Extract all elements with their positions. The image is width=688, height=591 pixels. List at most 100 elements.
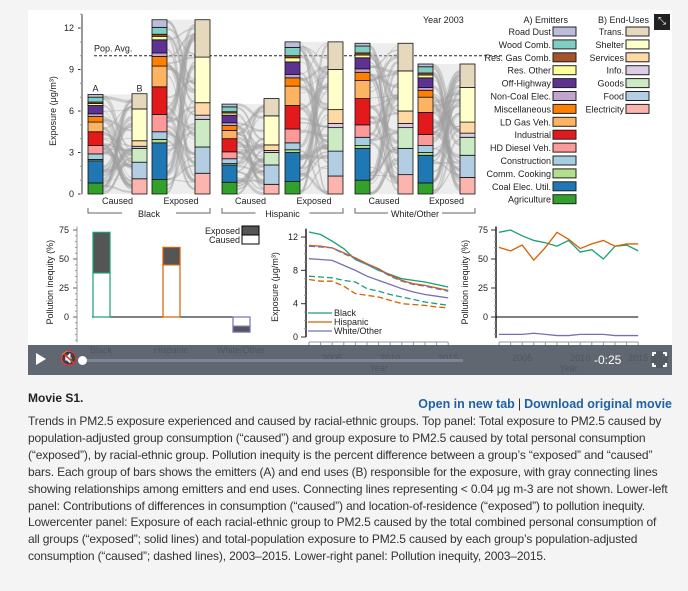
emitter-legend-swatch [552,65,577,76]
connector-line [102,148,133,187]
emitter-legend-label: Construction [500,156,551,166]
connector-line [299,85,329,111]
connector-line [236,122,265,132]
mute-icon[interactable]: 🔇 [60,350,78,366]
connector-line [432,79,461,182]
inequity-line [498,229,639,260]
enduse-segment [459,87,476,123]
exposed-line [308,231,449,288]
y-axis-label: Pollution inequity (%) [45,240,55,325]
connector-line [369,115,399,134]
connector-line [166,34,196,109]
connector-line [299,125,329,181]
emitter-legend-label: Industrial [514,130,551,140]
connector-line [236,149,265,195]
connector-line [369,78,399,142]
connector-line [299,156,329,170]
connector-line [166,107,196,156]
connector-line [166,34,196,91]
connector-line [299,138,329,173]
connector-line [432,101,461,158]
connector-line [432,71,461,111]
connector-line [166,128,196,186]
connector-line [369,54,399,170]
connector-line [369,79,399,192]
caption-text: Trends in PM2.5 exposure experienced and… [28,414,668,564]
connector-line [299,48,329,195]
group-label: White/Other [391,209,439,219]
open-in-new-tab-link[interactable]: Open in new tab [418,397,515,411]
emitter-segment [87,94,104,98]
bar-letter-a: A [92,83,98,93]
emitter-legend-label: Coal Elec. Util. [492,182,551,192]
connector-line [432,89,461,130]
connector-line [236,140,265,184]
connector-line [369,158,399,196]
inequity-line [499,332,639,337]
connector-lines [369,45,399,196]
emitter-segment [417,182,434,195]
connector-line [102,101,133,187]
connector-line [102,128,133,182]
emitter-segment [151,86,168,115]
connector-line [432,118,461,172]
connector-line [166,56,196,65]
emitter-segment [151,19,168,28]
connector-line [299,147,329,161]
play-icon[interactable] [36,353,46,365]
connector-lines [298,41,330,195]
exposed-line [308,258,449,299]
connector-line [166,116,196,130]
connector-line [166,99,196,190]
connector-line [369,94,399,99]
enduse-legend-swatch [625,78,650,89]
connector-line [369,130,399,185]
connector-line [299,117,329,128]
connector-line [102,127,133,188]
connector-line [102,96,133,104]
progress-handle[interactable] [78,356,87,365]
video-player[interactable]: 0 3 6 9 12 Exposure (μg/m³) Pop. Avg. Year 2003… [28,10,672,375]
video-controls: 🔇 -0:25 [28,345,672,375]
legend-caused-swatch [241,234,260,245]
connector-line [102,157,133,195]
connector-line [369,93,399,142]
emitter-segment [87,153,104,160]
enduse-segment [459,63,476,88]
progress-bar[interactable] [83,359,463,362]
enduse-legend-swatch [625,103,650,114]
connector-line [432,74,461,129]
connector-line [236,137,265,195]
emitter-segment [417,77,434,88]
connector-line [102,105,133,148]
fullscreen-icon[interactable] [651,351,668,368]
connector-line [299,77,329,107]
enduse-segment [194,172,211,195]
connector-line [236,177,265,196]
connector-line [102,148,133,184]
connector-line [236,142,265,165]
enduse-legend-swatch [625,52,650,63]
caused-line [308,278,449,309]
connector-line [369,141,399,180]
y-tick-label: 25 [59,283,69,293]
download-movie-link[interactable]: Download original movie [524,397,672,411]
connector-line [299,154,329,160]
expand-icon[interactable]: ⤡ [654,14,670,30]
group-label: Hispanic [265,209,300,219]
emitter-segment [284,142,301,151]
connector-line [432,129,461,173]
connector-line [299,73,329,193]
connector-line [369,60,399,136]
connector-line [369,56,399,115]
emitter-segment [221,106,238,113]
legend-exposed-label: Exposed [205,226,240,236]
enduse-segment [194,102,211,116]
connector-line [102,118,133,170]
emitter-segment [354,68,371,73]
connector-line [369,148,399,175]
enduse-segment [131,161,148,180]
connector-line [102,163,133,173]
connector-line [432,125,461,150]
enduses-legend-title: B) End-Uses [598,15,650,25]
